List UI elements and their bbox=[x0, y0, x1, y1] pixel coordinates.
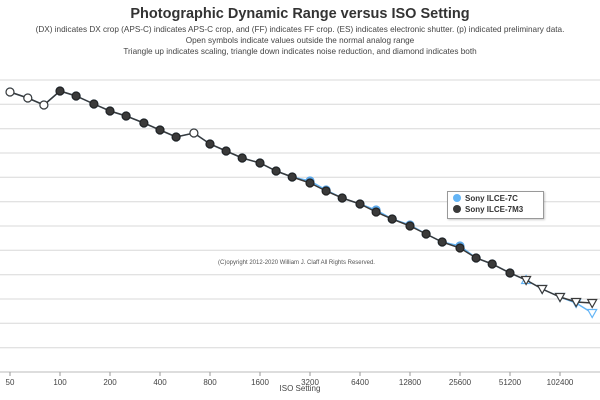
data-point bbox=[355, 199, 365, 209]
data-point bbox=[437, 237, 447, 247]
x-tick-label: 6400 bbox=[351, 378, 369, 387]
data-point bbox=[39, 100, 49, 110]
data-point bbox=[405, 221, 415, 231]
x-tick-label: 200 bbox=[103, 378, 117, 387]
data-point bbox=[421, 229, 431, 239]
x-tick-label: 25600 bbox=[449, 378, 472, 387]
data-point bbox=[371, 207, 381, 217]
data-point bbox=[71, 91, 81, 101]
data-point bbox=[337, 193, 347, 203]
x-tick-label: 400 bbox=[153, 378, 167, 387]
data-point bbox=[387, 214, 397, 224]
x-tick-label: 800 bbox=[203, 378, 217, 387]
data-point bbox=[221, 146, 231, 156]
chart-note-3: Triangle up indicates scaling, triangle … bbox=[123, 47, 477, 56]
chart-note-2: Open symbols indicate values outside the… bbox=[185, 36, 415, 45]
data-point bbox=[586, 308, 598, 319]
data-point bbox=[455, 243, 465, 253]
legend-item-sony-ilce-7c[interactable]: Sony ILCE-7C bbox=[453, 194, 518, 206]
legend-marker-icon bbox=[453, 194, 461, 202]
legend-item-sony-ilce-7m3[interactable]: Sony ILCE-7M3 bbox=[453, 205, 523, 217]
legend-label: Sony ILCE-7M3 bbox=[465, 205, 524, 214]
data-point bbox=[536, 284, 548, 295]
data-point bbox=[520, 275, 532, 286]
x-tick-label: 1600 bbox=[251, 378, 269, 387]
data-point bbox=[189, 128, 199, 138]
x-axis-title: ISO Setting bbox=[279, 384, 321, 393]
data-point bbox=[121, 111, 131, 121]
x-tick-label: 12800 bbox=[399, 378, 422, 387]
data-point bbox=[505, 268, 515, 278]
x-tick-label: 50 bbox=[6, 378, 15, 387]
x-tick-label: 102400 bbox=[547, 378, 574, 387]
data-point bbox=[171, 132, 181, 142]
data-point bbox=[5, 87, 15, 97]
data-point bbox=[570, 297, 582, 308]
chart-note-1: (DX) indicates DX crop (APS-C) indicates… bbox=[35, 25, 565, 34]
data-point bbox=[471, 253, 481, 263]
legend-marker-icon bbox=[453, 205, 461, 213]
copyright-text: (C)opyright 2012-2020 William J. Claff A… bbox=[218, 260, 375, 266]
chart-title: Photographic Dynamic Range versus ISO Se… bbox=[130, 6, 470, 22]
data-point bbox=[55, 86, 65, 96]
data-point bbox=[155, 125, 165, 135]
x-tick-label: 100 bbox=[53, 378, 67, 387]
data-point bbox=[487, 259, 497, 269]
data-point bbox=[255, 158, 265, 168]
chart-legend[interactable]: Sony ILCE-7C Sony ILCE-7M3 bbox=[447, 191, 544, 219]
x-tick-label: 3200 bbox=[301, 378, 319, 387]
data-point bbox=[237, 153, 247, 163]
data-point bbox=[205, 139, 215, 149]
data-point bbox=[305, 178, 315, 188]
legend-label: Sony ILCE-7C bbox=[465, 194, 518, 203]
data-point bbox=[554, 292, 566, 303]
data-point bbox=[139, 118, 149, 128]
data-point bbox=[271, 166, 281, 176]
data-point bbox=[321, 186, 331, 196]
data-point bbox=[105, 106, 115, 116]
x-tick-label: 51200 bbox=[499, 378, 522, 387]
data-point bbox=[23, 93, 33, 103]
data-point bbox=[89, 99, 99, 109]
data-point bbox=[287, 172, 297, 182]
data-point bbox=[586, 298, 598, 309]
